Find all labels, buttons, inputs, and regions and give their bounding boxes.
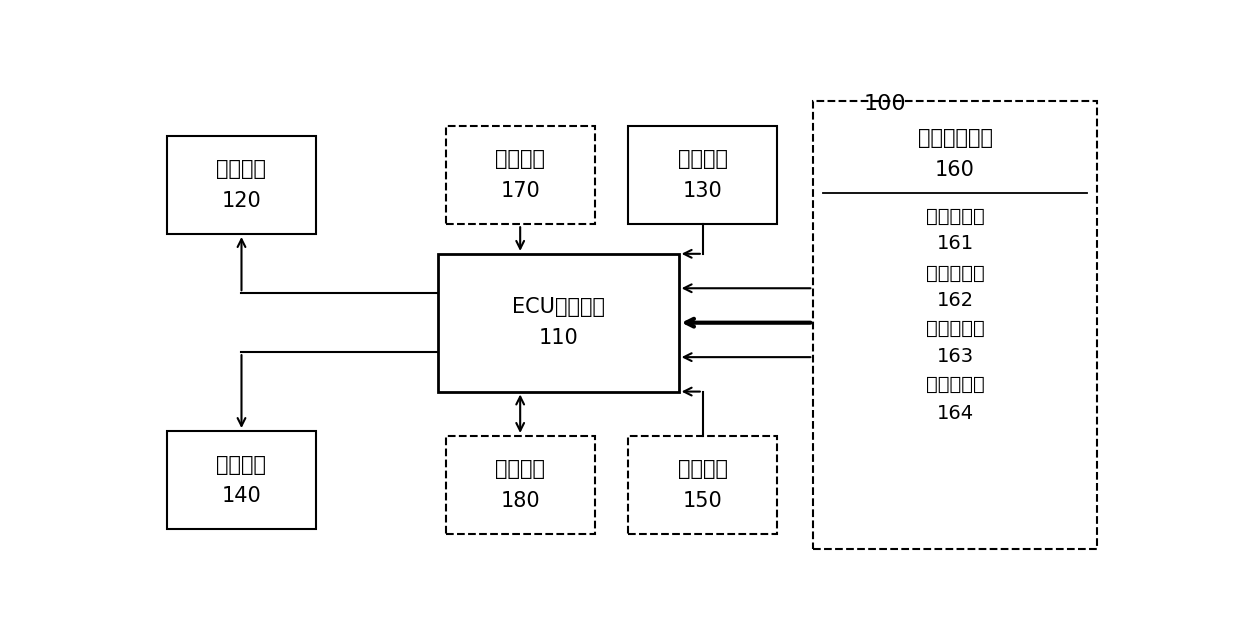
Bar [445, 436, 595, 534]
Text: 接收模块
130: 接收模块 130 [678, 150, 728, 201]
Text: 通信接口
180: 通信接口 180 [495, 459, 546, 511]
Bar [813, 101, 1096, 549]
Text: 平衡传感器: 平衡传感器 [925, 208, 985, 226]
Text: 碰撞传感器: 碰撞传感器 [925, 264, 985, 283]
Bar [167, 135, 316, 234]
Text: 160: 160 [935, 160, 975, 180]
Text: 制动传感器: 制动传感器 [925, 374, 985, 394]
Bar [629, 436, 777, 534]
Bar [167, 431, 316, 529]
Text: 100: 100 [864, 94, 906, 114]
Text: 示警模块
140: 示警模块 140 [217, 454, 267, 505]
Text: 161: 161 [936, 235, 973, 254]
Text: ECU控制模块
110: ECU控制模块 110 [512, 297, 605, 348]
Text: 人机接口
150: 人机接口 150 [678, 459, 728, 511]
Text: 车速传感器: 车速传感器 [925, 319, 985, 338]
Text: 163: 163 [936, 346, 973, 366]
Bar [439, 254, 678, 392]
Text: 发射模块
120: 发射模块 120 [217, 159, 267, 210]
Text: 164: 164 [936, 404, 973, 423]
Bar [629, 126, 777, 224]
Bar [445, 126, 595, 224]
Text: 162: 162 [936, 291, 973, 310]
Text: 电源模块
170: 电源模块 170 [495, 150, 546, 201]
Text: 信息采集模块: 信息采集模块 [918, 128, 992, 148]
